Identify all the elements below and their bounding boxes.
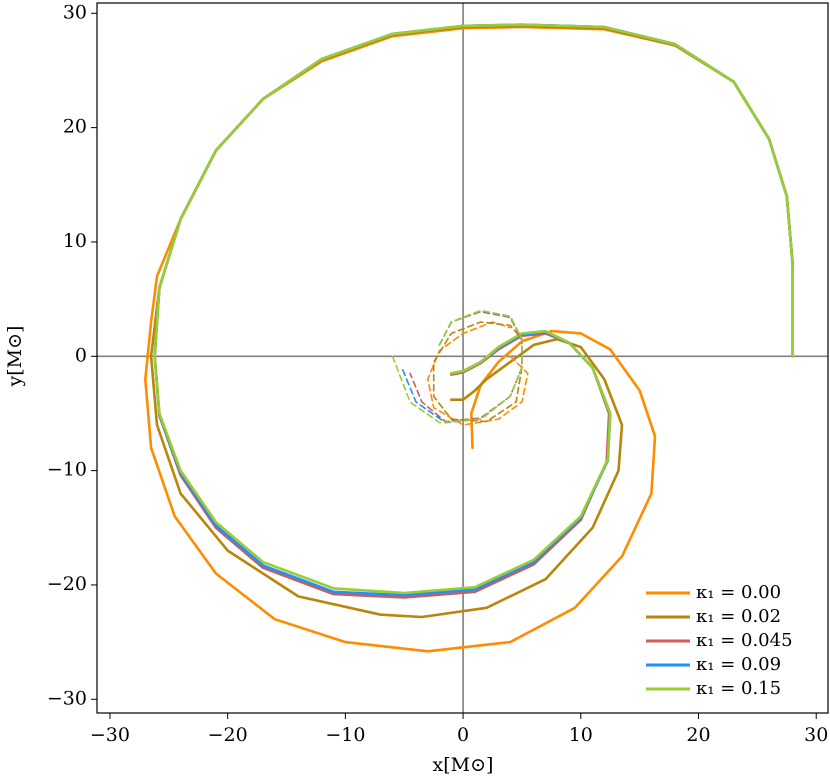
legend-label: κ₁ = 0.00 — [696, 582, 781, 603]
dashed-trajectory — [427, 321, 529, 426]
x-tick-label: 30 — [804, 724, 828, 746]
x-tick-label: −30 — [90, 724, 130, 746]
dashed-trajectory — [432, 321, 523, 423]
dashed-trajectory — [391, 309, 523, 424]
y-tick-label: 0 — [75, 344, 87, 366]
y-tick-label: −10 — [47, 459, 87, 481]
x-tick-label: 10 — [569, 724, 593, 746]
plot-frame — [96, 2, 829, 714]
y-tick-label: 10 — [63, 230, 87, 252]
y-tick-label: 20 — [63, 116, 87, 138]
legend-label: κ₁ = 0.02 — [696, 606, 781, 627]
y-axis-label: y[M⊙] — [4, 326, 26, 388]
x-axis-label: x[M⊙] — [433, 754, 494, 776]
x-tick-label: −10 — [325, 724, 365, 746]
trajectory — [153, 23, 794, 599]
trajectory — [153, 23, 794, 597]
trajectory — [153, 23, 794, 595]
legend-label: κ₁ = 0.045 — [696, 630, 793, 651]
x-tick-label: 0 — [457, 724, 469, 746]
y-tick-label: −20 — [47, 573, 87, 595]
legend: κ₁ = 0.00 κ₁ = 0.02 κ₁ = 0.045 κ₁ = 0.09 κ₁ … — [646, 582, 793, 699]
legend-label: κ₁ = 0.15 — [696, 678, 781, 699]
legend-label: κ₁ = 0.09 — [696, 654, 781, 675]
x-tick-label: 20 — [686, 724, 710, 746]
x-tick-label: −20 — [208, 724, 248, 746]
y-tick-label: 30 — [63, 1, 87, 23]
y-tick-label: −30 — [47, 687, 87, 709]
